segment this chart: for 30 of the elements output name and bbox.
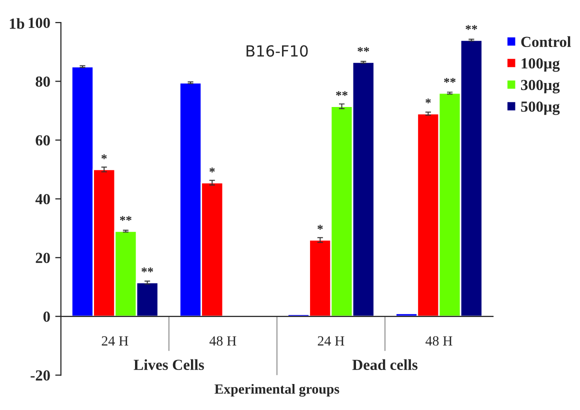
x-tick-label: 24 H	[102, 336, 128, 346]
legend-label: 500µg	[521, 101, 560, 115]
data-label: *	[102, 154, 107, 160]
y-tick-label: -20	[30, 370, 50, 381]
data-label: *	[210, 168, 215, 172]
y-tick-label: 40	[35, 194, 50, 204]
text: 1b	[10, 18, 24, 29]
data-label: **	[142, 268, 154, 272]
annotation: Dead cells	[352, 359, 418, 370]
x-axis-title: Experimental groups	[214, 384, 340, 397]
data-label: **	[358, 47, 370, 52]
y-tick-label: 60	[36, 135, 50, 146]
annotation: Lives Cells	[134, 359, 204, 370]
data-label: **	[120, 216, 132, 221]
data-label: **	[466, 25, 478, 30]
text: B16-F10	[246, 45, 308, 57]
x-tick-label: 48 H	[210, 336, 236, 346]
x-tick-label: 24 H	[318, 336, 344, 346]
data-label: **	[444, 78, 456, 83]
y-tick-label: 80	[36, 76, 50, 87]
legend-label: Control	[521, 36, 571, 48]
y-tick-label: 100	[28, 18, 50, 28]
data-label: *	[426, 98, 431, 104]
x-tick-label: 48 H	[426, 336, 452, 346]
data-label: *	[318, 224, 323, 230]
legend-label: 300µg	[521, 80, 560, 94]
legend-label: 100µg	[522, 58, 560, 72]
data-label: **	[336, 91, 348, 96]
y-tick-label: 0	[43, 312, 50, 322]
y-tick-label: 20	[36, 252, 50, 264]
